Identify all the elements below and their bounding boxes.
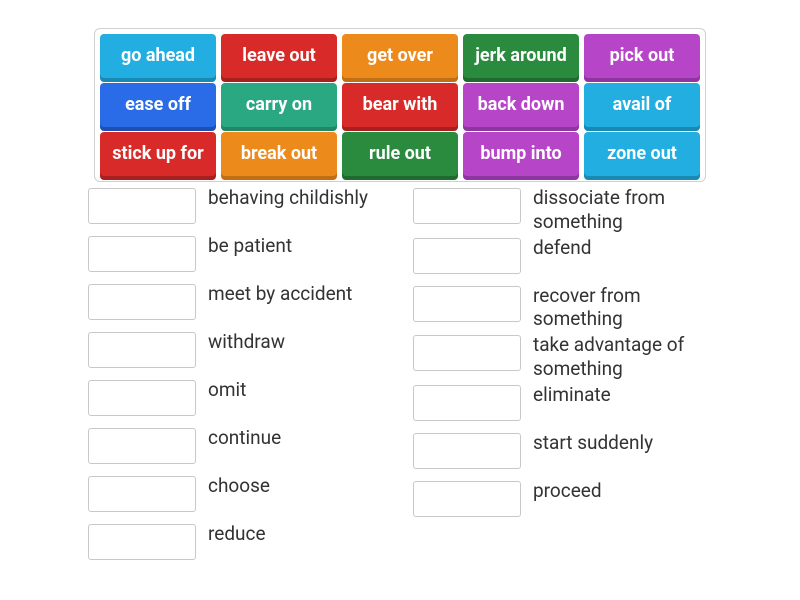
drop-slot[interactable]	[413, 481, 521, 517]
definition-text: withdraw	[208, 328, 285, 354]
answer-row: defend	[413, 234, 712, 282]
word-tile[interactable]: stick up for	[100, 132, 216, 176]
definition-text: eliminate	[533, 381, 611, 407]
drop-slot[interactable]	[413, 433, 521, 469]
definition-text: proceed	[533, 477, 602, 503]
word-tile[interactable]: back down	[463, 83, 579, 127]
word-tile[interactable]: break out	[221, 132, 337, 176]
drop-slot[interactable]	[413, 286, 521, 322]
drop-slot[interactable]	[88, 236, 196, 272]
word-tile[interactable]: bear with	[342, 83, 458, 127]
drop-slot[interactable]	[88, 476, 196, 512]
word-tile[interactable]: avail of	[584, 83, 700, 127]
drop-slot[interactable]	[413, 238, 521, 274]
drop-slot[interactable]	[413, 335, 521, 371]
definition-text: dissociate from something	[533, 184, 712, 234]
definition-text: omit	[208, 376, 246, 402]
answer-row: withdraw	[88, 328, 387, 376]
definition-text: recover from something	[533, 282, 712, 332]
answers-right-column: dissociate from somethingdefend recover f…	[413, 184, 712, 568]
definition-text: be patient	[208, 232, 292, 258]
answer-row: be patient	[88, 232, 387, 280]
answer-row: continue	[88, 424, 387, 472]
word-tile[interactable]: bump into	[463, 132, 579, 176]
word-tile[interactable]: carry on	[221, 83, 337, 127]
answer-row: choose	[88, 472, 387, 520]
answer-row: behaving childishly	[88, 184, 387, 232]
answer-row: take advantage of something	[413, 331, 712, 381]
drop-slot[interactable]	[88, 524, 196, 560]
drop-slot[interactable]	[88, 188, 196, 224]
word-tile[interactable]: go ahead	[100, 34, 216, 78]
answers-area: behaving childishly be patient meet by acc…	[88, 184, 712, 568]
definition-text: meet by accident	[208, 280, 352, 306]
drop-slot[interactable]	[413, 385, 521, 421]
definition-text: choose	[208, 472, 270, 498]
drop-slot[interactable]	[88, 380, 196, 416]
answer-row: dissociate from something	[413, 184, 712, 234]
drop-slot[interactable]	[88, 332, 196, 368]
answer-row: meet by accident	[88, 280, 387, 328]
word-tile[interactable]: zone out	[584, 132, 700, 176]
definition-text: start suddenly	[533, 429, 653, 455]
answer-row: eliminate	[413, 381, 712, 429]
definition-text: take advantage of something	[533, 331, 712, 381]
answer-row: recover from something	[413, 282, 712, 332]
drop-slot[interactable]	[88, 428, 196, 464]
word-tile[interactable]: ease off	[100, 83, 216, 127]
answers-left-column: behaving childishly be patient meet by acc…	[88, 184, 387, 568]
word-tile[interactable]: jerk around	[463, 34, 579, 78]
word-bank: go aheadleave outget overjerk aroundpick…	[94, 28, 706, 182]
definition-text: continue	[208, 424, 281, 450]
word-tile[interactable]: leave out	[221, 34, 337, 78]
definition-text: behaving childishly	[208, 184, 368, 210]
drop-slot[interactable]	[88, 284, 196, 320]
answer-row: reduce	[88, 520, 387, 568]
definition-text: defend	[533, 234, 591, 260]
word-tile[interactable]: get over	[342, 34, 458, 78]
definition-text: reduce	[208, 520, 266, 546]
answer-row: proceed	[413, 477, 712, 525]
word-tile[interactable]: rule out	[342, 132, 458, 176]
answer-row: start suddenly	[413, 429, 712, 477]
drop-slot[interactable]	[413, 188, 521, 224]
word-tile[interactable]: pick out	[584, 34, 700, 78]
answer-row: omit	[88, 376, 387, 424]
